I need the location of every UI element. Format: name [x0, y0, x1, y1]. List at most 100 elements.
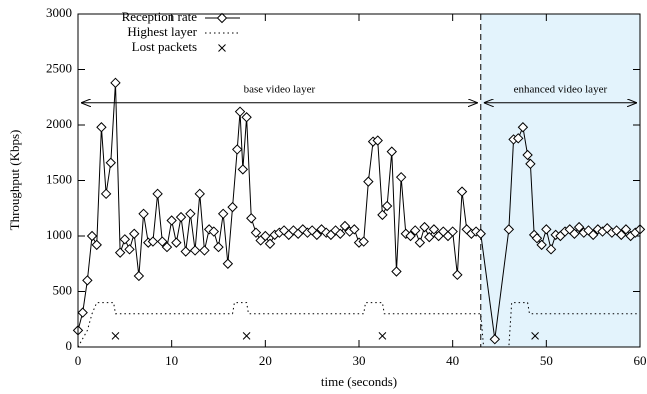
diamond-marker [208, 226, 220, 237]
diamond-marker [222, 258, 234, 269]
diamond-marker [503, 224, 515, 235]
diamond-marker [234, 106, 246, 117]
y-tick-label: 0 [66, 338, 73, 353]
diamond-marker [395, 171, 407, 183]
diamond-marker [260, 230, 271, 242]
legend-label: Highest layer [127, 24, 197, 39]
diamond-marker [311, 229, 323, 241]
diamond-marker [456, 186, 468, 197]
diamond-marker [166, 215, 177, 226]
diamond-marker [339, 220, 351, 232]
diamond-marker [616, 229, 627, 241]
diamond-marker [587, 229, 599, 241]
diamond-marker [147, 236, 159, 247]
diamond-marker [358, 236, 369, 247]
legend-sample [218, 44, 226, 52]
diamond-marker [157, 236, 168, 247]
legend-sample [216, 12, 228, 24]
diamond-marker [138, 208, 149, 220]
diamond-marker [133, 270, 145, 282]
diamond-marker [424, 231, 435, 243]
x-tick-label: 50 [540, 353, 553, 368]
cross-marker [242, 332, 251, 340]
x-tick-label: 40 [446, 353, 459, 368]
x-tick-label: 30 [353, 353, 366, 368]
diamond-marker [536, 239, 547, 251]
diamond-marker [405, 230, 416, 242]
diamond-marker [475, 228, 486, 239]
diamond-marker [213, 241, 224, 253]
diamond-marker [489, 334, 501, 345]
cross-marker [111, 332, 120, 340]
diamond-marker [545, 244, 557, 255]
diamond-marker [573, 221, 585, 233]
diamond-marker [119, 234, 131, 245]
diamond-marker [110, 77, 121, 89]
diamond-marker [171, 237, 182, 248]
diamond-marker [96, 122, 107, 133]
x-tick-label: 10 [165, 353, 178, 368]
x-tick-label: 60 [634, 353, 647, 368]
diamond-marker [321, 227, 332, 238]
diamond-marker [522, 149, 533, 161]
diamond-marker [232, 144, 243, 155]
diamond-marker [91, 239, 102, 251]
y-tick-label: 2000 [46, 116, 72, 131]
shaded-region [480, 14, 640, 347]
diamond-marker [161, 241, 173, 253]
y-tick-label: 3000 [46, 5, 72, 20]
diamond-marker [517, 122, 529, 133]
diamond-marker [189, 245, 201, 256]
diamond-marker [569, 228, 580, 239]
diamond-marker [185, 208, 196, 220]
x-tick-label: 0 [75, 353, 82, 368]
diamond-marker [414, 237, 426, 248]
diamond-marker [199, 245, 210, 256]
diamond-marker [250, 227, 262, 238]
y-tick-label: 2500 [46, 60, 72, 75]
diamond-marker [525, 158, 536, 170]
x-tick-label: 20 [259, 353, 272, 368]
diamond-marker [194, 188, 205, 200]
plot-frame [77, 13, 641, 348]
y-tick-label: 500 [53, 282, 73, 297]
diamond-marker [381, 200, 393, 212]
diamond-marker [349, 224, 360, 235]
diamond-marker [217, 208, 229, 220]
diamond-marker [152, 188, 163, 200]
highest-layer-line [77, 302, 640, 348]
annotation-text: base video layer [244, 83, 316, 95]
diamond-marker [227, 201, 238, 213]
diamond-marker [531, 233, 543, 244]
y-tick-label: 1000 [46, 227, 72, 242]
y-axis-label: Throughput (Kbps) [7, 130, 22, 231]
diamond-marker [419, 221, 430, 233]
diamond-marker [114, 247, 126, 258]
diamond-marker [541, 224, 552, 235]
diamond-marker [264, 238, 276, 249]
cross-marker [378, 332, 387, 340]
diamond-marker [82, 275, 93, 286]
diamond-marker [86, 230, 98, 242]
diamond-marker [377, 209, 388, 221]
diamond-marker [105, 157, 116, 168]
diamond-marker [77, 307, 88, 318]
diamond-marker [237, 164, 249, 175]
y-tick-label: 1500 [46, 171, 72, 186]
diamond-marker [100, 188, 112, 200]
diamond-marker [620, 224, 632, 235]
diamond-marker [246, 213, 257, 224]
diamond-marker [180, 246, 191, 257]
diamond-marker [391, 266, 402, 277]
diamond-marker [175, 211, 187, 223]
diamond-marker [513, 133, 524, 144]
diamond-marker [409, 225, 421, 236]
legend-label: Lost packets [132, 39, 197, 54]
diamond-marker [363, 176, 374, 187]
diamond-marker [428, 224, 440, 235]
diamond-marker [452, 269, 463, 281]
diamond-marker [128, 228, 140, 239]
legend-label: Reception rate [122, 9, 198, 24]
